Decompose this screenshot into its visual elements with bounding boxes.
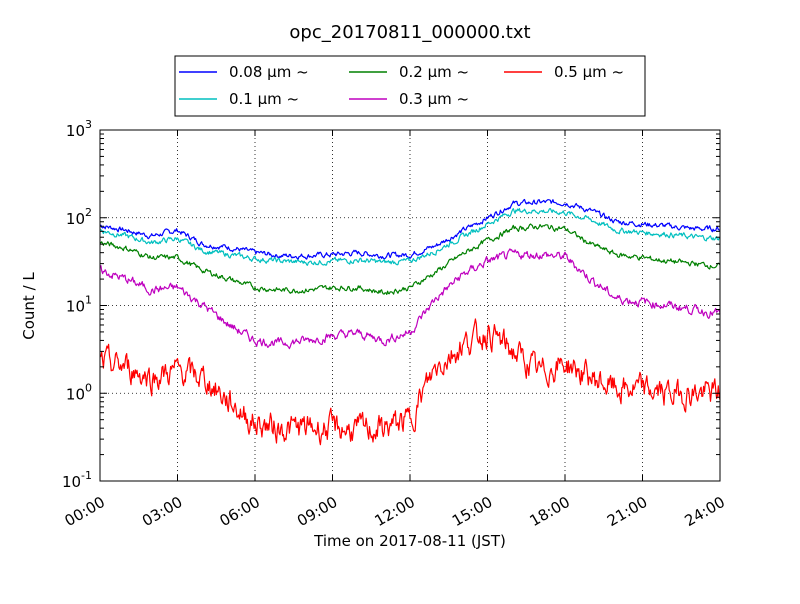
legend-entry: 0.5 μm ~ [504,63,624,81]
y-tick-base: 10 [62,473,81,491]
legend-label: 0.08 μm ~ [229,63,309,81]
x-axis-label: Time on 2017-08-11 (JST) [313,532,506,550]
y-tick-exponent: 1 [85,294,92,307]
y-tick-label: 102 [66,206,92,228]
series-line-3 [99,248,721,350]
y-tick-label: 100 [66,381,92,403]
y-tick-base: 10 [66,122,85,140]
y-axis-label: Count / L [20,272,38,340]
y-tick-label: 101 [66,294,92,316]
legend-entry: 0.1 μm ~ [179,90,299,108]
y-tick-label: 10-1 [62,469,92,491]
y-tick-label: 103 [66,118,92,140]
y-tick-exponent: -1 [81,469,92,482]
legend-box [174,55,646,117]
y-tick-exponent: 0 [85,381,92,394]
legend-label: 0.3 μm ~ [399,90,469,108]
series-layer [99,198,721,446]
legend-entry: 0.08 μm ~ [179,63,309,81]
series-line-1 [99,208,721,266]
y-tick-base: 10 [66,298,85,316]
series-line-4 [99,318,721,446]
series-line-2 [99,223,721,295]
tick-layer [99,129,721,482]
y-tick-base: 10 [66,210,85,228]
legend-label: 0.2 μm ~ [399,63,469,81]
y-tick-base: 10 [66,385,85,403]
chart-title: opc_20170811_000000.txt [289,22,530,43]
y-tick-exponent: 3 [85,118,92,131]
y-tick-exponent: 2 [85,206,92,219]
series-line-0 [99,198,721,260]
legend-label: 0.5 μm ~ [554,63,624,81]
legend: 0.08 μm ~ 0.1 μm ~ 0.2 μm ~ 0.3 μm ~ 0.5 μm … [174,55,646,117]
legend-entry: 0.2 μm ~ [349,63,469,81]
legend-label: 0.1 μm ~ [229,90,299,108]
legend-entry: 0.3 μm ~ [349,90,469,108]
